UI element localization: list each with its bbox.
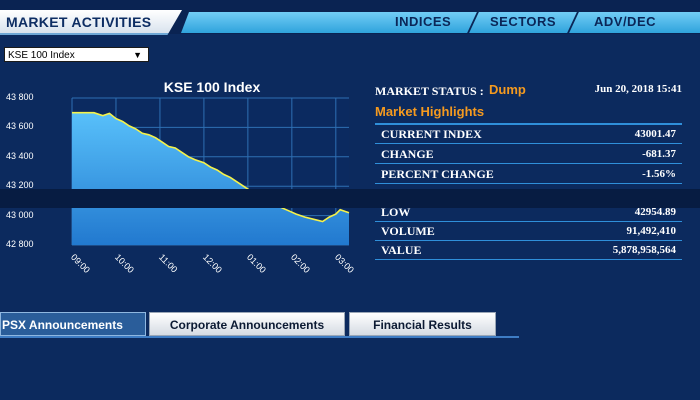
title-tab — [0, 10, 182, 35]
highlight-row: CHANGE -681.37 — [375, 145, 682, 164]
row-divider — [375, 143, 682, 144]
highlight-label: LOW — [381, 205, 411, 219]
chart-title: KSE 100 Index — [163, 79, 261, 95]
tab-financial-results[interactable]: Financial Results — [349, 312, 496, 336]
market-status-label: MARKET STATUS : — [375, 84, 484, 98]
y-tick-label: 43 800 — [6, 92, 34, 102]
highlights-title: Market Highlights — [375, 104, 485, 119]
highlight-label: CURRENT INDEX — [381, 127, 482, 141]
highlight-value: 43001.47 — [634, 128, 676, 140]
highlight-value: -1.56% — [642, 168, 676, 180]
highlights-divider — [375, 123, 682, 125]
tab-corporate-announcements[interactable]: Corporate Announcements — [149, 312, 345, 336]
highlight-row: CURRENT INDEX 43001.47 — [375, 125, 682, 144]
highlight-row: PERCENT CHANGE -1.56% — [375, 165, 682, 184]
index-select[interactable]: KSE 100 Index ▼ — [4, 47, 149, 62]
highlight-label: CHANGE — [381, 147, 434, 161]
y-tick-label: 43 200 — [6, 180, 34, 191]
index-line — [72, 111, 350, 223]
y-tick-label: 42 800 — [6, 239, 34, 249]
row-divider — [375, 259, 682, 260]
index-area-fill — [72, 112, 349, 245]
highlight-value: 42954.89 — [634, 206, 676, 218]
market-datetime: Jun 20, 2018 15:41 — [594, 83, 682, 95]
tab-underline — [0, 336, 519, 338]
highlight-row: VOLUME 91,492,410 — [375, 222, 682, 241]
y-tick-label: 43 400 — [6, 150, 34, 161]
row-divider — [375, 221, 682, 222]
highlight-row: VALUE 5,878,958,564 — [375, 241, 682, 260]
dropdown-arrow-icon: ▼ — [133, 50, 142, 60]
page-title: MARKET ACTIVITIES — [6, 14, 152, 30]
chart-band — [0, 189, 700, 208]
nav-indices[interactable]: INDICES — [395, 14, 452, 29]
row-divider — [375, 163, 682, 164]
y-tick-label: 43 000 — [6, 209, 34, 220]
nav-sectors[interactable]: SECTORS — [490, 14, 557, 29]
highlight-label: VALUE — [381, 243, 422, 257]
market-status-value: Dump — [489, 82, 526, 97]
highlight-value: -681.37 — [642, 148, 676, 160]
y-tick-label: 43 600 — [6, 121, 34, 132]
tab-psx-announcements[interactable]: PSX Announcements — [0, 312, 146, 336]
highlight-value: 5,878,958,564 — [612, 244, 676, 256]
index-select-value: KSE 100 Index — [8, 50, 75, 61]
highlight-value: 91,492,410 — [626, 225, 677, 237]
row-divider — [375, 183, 682, 184]
nav-adv-dec[interactable]: ADV/DEC — [594, 14, 657, 29]
highlight-row: LOW 42954.89 — [375, 203, 682, 222]
row-divider — [375, 240, 682, 241]
highlight-label: VOLUME — [381, 224, 435, 238]
highlight-label: PERCENT CHANGE — [381, 167, 494, 181]
